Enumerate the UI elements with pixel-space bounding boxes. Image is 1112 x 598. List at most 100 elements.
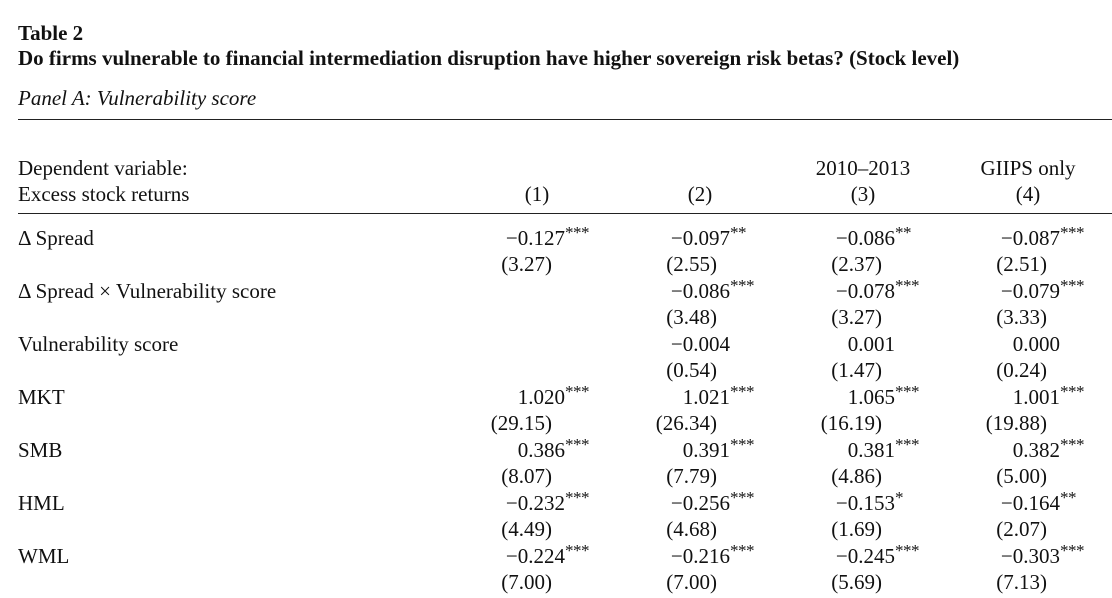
coefficient-cell: −0.256***	[625, 488, 755, 518]
significance-stars: ***	[895, 435, 920, 454]
col1-number: (1)	[524, 182, 550, 206]
t-statistic-cell: (0.54)	[625, 357, 755, 383]
coefficient-cell: −0.004	[625, 331, 755, 357]
significance-stars: **	[895, 223, 912, 242]
coefficient-value: 1.001	[1012, 385, 1060, 409]
coefficient-value: −0.216	[670, 544, 730, 568]
t-statistic-value: (2.37)	[831, 252, 882, 276]
t-statistic-value: (2.07)	[996, 517, 1047, 541]
t-statistic-value: (2.55)	[666, 252, 717, 276]
coefficient-value: −0.086	[835, 226, 895, 250]
coefficient-value: −0.303	[1000, 544, 1060, 568]
coefficient-cell: 1.021***	[625, 382, 755, 412]
significance-stars: ***	[1060, 223, 1085, 242]
significance-stars: ***	[565, 223, 590, 242]
t-statistic-value: (4.86)	[831, 464, 882, 488]
t-statistic-cell: (2.51)	[955, 251, 1085, 277]
t-statistic-value: (0.24)	[996, 358, 1047, 382]
table-top-rule	[18, 119, 1112, 120]
t-statistic-cell: (3.27)	[460, 251, 590, 277]
t-statistic-value: (2.51)	[996, 252, 1047, 276]
significance-stars: ***	[730, 276, 755, 295]
significance-stars: ***	[565, 382, 590, 401]
coefficient-cell: 0.000	[955, 331, 1085, 357]
t-statistic-value: (5.00)	[996, 464, 1047, 488]
col4-subheader: GIIPS only	[980, 156, 1076, 180]
coefficient-value: −0.086	[670, 279, 730, 303]
coefficient-cell: −0.303***	[955, 541, 1085, 571]
t-statistic-cell: (7.00)	[460, 569, 590, 595]
significance-stars: ***	[730, 435, 755, 454]
coefficient-value: −0.256	[670, 491, 730, 515]
t-statistic-value: (16.19)	[820, 411, 882, 435]
significance-stars: ***	[895, 276, 920, 295]
t-statistic-cell: (4.49)	[460, 516, 590, 542]
coefficient-cell: 1.020***	[460, 382, 590, 412]
t-statistic-cell: (0.24)	[955, 357, 1085, 383]
t-statistic-cell: (29.15)	[460, 410, 590, 436]
t-statistic-cell: (7.00)	[625, 569, 755, 595]
t-statistic-value: (3.27)	[501, 252, 552, 276]
coefficient-cell: −0.216***	[625, 541, 755, 571]
row-label: Δ Spread	[18, 226, 94, 250]
significance-stars: ***	[895, 541, 920, 560]
coefficient-cell: −0.086***	[625, 276, 755, 306]
coefficient-cell: 0.381***	[790, 435, 920, 465]
col3-number: (3)	[850, 182, 876, 206]
t-statistic-value: (5.69)	[831, 570, 882, 594]
t-statistic-cell: (5.69)	[790, 569, 920, 595]
t-statistic-cell: (2.55)	[625, 251, 755, 277]
coefficient-value: −0.164	[1000, 491, 1060, 515]
coefficient-cell: −0.153*	[790, 488, 920, 518]
coefficient-cell: −0.079***	[955, 276, 1085, 306]
t-statistic-cell: (2.07)	[955, 516, 1085, 542]
coefficient-cell: 0.382***	[955, 435, 1085, 465]
t-statistic-cell: (5.00)	[955, 463, 1085, 489]
t-statistic-cell: (3.27)	[790, 304, 920, 330]
coefficient-value: 1.020	[517, 385, 565, 409]
significance-stars: **	[1060, 488, 1077, 507]
significance-stars: ***	[730, 488, 755, 507]
coefficient-value: −0.127	[505, 226, 565, 250]
coefficient-value: 0.386	[517, 438, 565, 462]
t-statistic-cell: (3.33)	[955, 304, 1085, 330]
row-label: WML	[18, 544, 70, 568]
col4-number: (4)	[1015, 182, 1041, 206]
coefficient-value: −0.004	[670, 332, 730, 356]
t-statistic-value: (3.48)	[666, 305, 717, 329]
panel-title: Panel A: Vulnerability score	[18, 86, 257, 110]
t-statistic-value: (19.88)	[985, 411, 1047, 435]
significance-stars: *	[895, 488, 904, 507]
coefficient-cell: −0.127***	[460, 223, 590, 253]
t-statistic-cell: (3.48)	[625, 304, 755, 330]
significance-stars: ***	[895, 382, 920, 401]
t-statistic-value: (4.68)	[666, 517, 717, 541]
row-label: SMB	[18, 438, 63, 462]
coefficient-value: 1.065	[847, 385, 895, 409]
coefficient-value: 0.381	[847, 438, 895, 462]
coefficient-cell: −0.097**	[625, 223, 755, 253]
significance-stars: ***	[565, 541, 590, 560]
t-statistic-cell: (7.79)	[625, 463, 755, 489]
t-statistic-value: (8.07)	[501, 464, 552, 488]
t-statistic-value: (29.15)	[490, 411, 552, 435]
t-statistic-cell: (7.13)	[955, 569, 1085, 595]
coefficient-value: −0.245	[835, 544, 895, 568]
t-statistic-value: (7.79)	[666, 464, 717, 488]
coefficient-cell: 1.065***	[790, 382, 920, 412]
t-statistic-value: (3.27)	[831, 305, 882, 329]
significance-stars: ***	[565, 488, 590, 507]
significance-stars: ***	[730, 382, 755, 401]
significance-stars: ***	[1060, 541, 1085, 560]
coefficient-cell: −0.164**	[955, 488, 1085, 518]
t-statistic-cell: (16.19)	[790, 410, 920, 436]
t-statistic-value: (1.69)	[831, 517, 882, 541]
t-statistic-cell: (26.34)	[625, 410, 755, 436]
coefficient-cell: −0.087***	[955, 223, 1085, 253]
coefficient-value: −0.097	[670, 226, 730, 250]
col2-number: (2)	[687, 182, 713, 206]
t-statistic-value: (7.13)	[996, 570, 1047, 594]
row-label: Vulnerability score	[18, 332, 179, 356]
coefficient-cell: −0.224***	[460, 541, 590, 571]
coefficient-value: 1.021	[682, 385, 730, 409]
